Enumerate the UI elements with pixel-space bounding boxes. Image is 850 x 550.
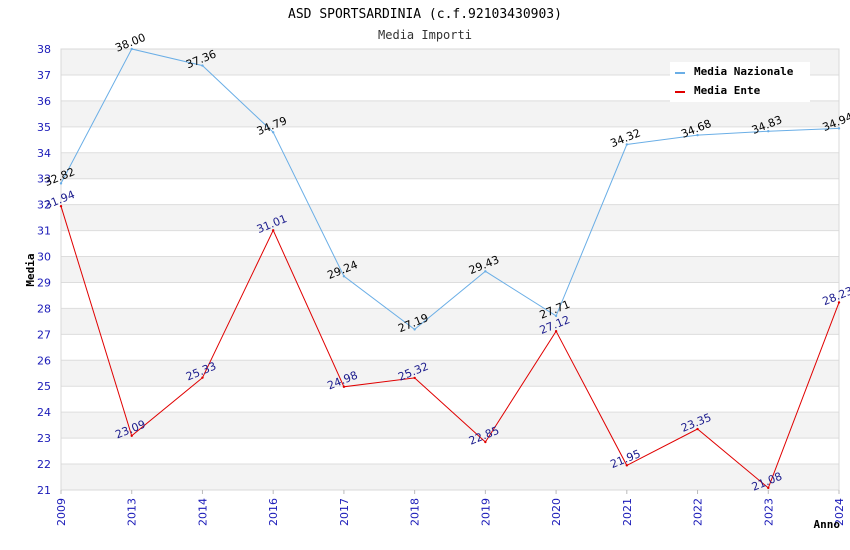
x-axis-ticks: 2009 2013 2014 2016 2017 2018 2019 2020 2021 2022… — [55, 490, 846, 526]
y-tick-label: 23 — [37, 432, 51, 445]
data-label: 32.82 — [43, 165, 77, 189]
y-tick-label: 30 — [37, 251, 51, 264]
data-point — [130, 434, 133, 437]
x-tick-label: 2013 — [126, 498, 139, 526]
y-tick-label: 29 — [37, 276, 51, 289]
y-tick-label: 35 — [37, 121, 51, 134]
data-point — [59, 182, 63, 185]
y-tick-label: 26 — [37, 354, 51, 367]
grid-band — [61, 412, 839, 439]
grid-bands — [61, 49, 839, 490]
x-axis-label: Anno — [814, 518, 841, 531]
legend: Media Nazionale Media Ente — [670, 62, 810, 102]
series-line-media-nazionale — [60, 48, 840, 331]
grid-band — [61, 204, 839, 231]
data-point — [271, 131, 275, 134]
y-tick-label: 21 — [37, 484, 51, 497]
y-tick-label: 36 — [37, 95, 51, 108]
x-tick-label: 2018 — [409, 498, 422, 526]
y-tick-label: 31 — [37, 225, 51, 238]
series-layer — [59, 47, 841, 490]
x-tick-label: 2009 — [55, 498, 68, 526]
data-point — [342, 275, 346, 278]
x-tick-label: 2024 — [833, 498, 846, 526]
data-point — [625, 143, 629, 146]
grid-band — [61, 464, 839, 490]
grid-band — [61, 100, 839, 127]
data-point — [59, 205, 63, 208]
chart-subtitle: Media Importi — [378, 28, 472, 42]
y-tick-label: 22 — [37, 458, 51, 471]
y-tick-label: 37 — [37, 69, 51, 82]
data-point — [484, 440, 487, 444]
plot-frame — [60, 48, 840, 491]
data-point — [767, 486, 770, 490]
legend-background — [670, 62, 810, 102]
y-tick-label: 28 — [37, 302, 51, 315]
y-tick-label: 38 — [37, 43, 51, 56]
y-tick-label: 24 — [37, 406, 51, 419]
x-tick-label: 2019 — [479, 498, 492, 526]
data-point — [130, 47, 133, 51]
data-point — [413, 328, 416, 331]
data-point — [554, 330, 558, 333]
grid-band — [61, 360, 839, 387]
grid-lines — [61, 48, 839, 491]
data-point — [837, 127, 841, 130]
data-point — [625, 464, 629, 467]
legend-label-media-ente: Media Ente — [694, 84, 761, 97]
x-tick-label: 2014 — [196, 498, 209, 526]
x-tick-label: 2023 — [762, 498, 775, 526]
y-tick-label: 32 — [37, 199, 51, 212]
chart-title: ASD SPORTSARDINIA (c.f.92103430903) — [288, 7, 562, 22]
data-point — [201, 64, 204, 67]
data-point — [696, 133, 699, 137]
x-tick-label: 2022 — [692, 498, 705, 526]
x-tick-label: 2017 — [338, 498, 351, 526]
data-point — [484, 270, 487, 273]
data-label: 28.23 — [821, 284, 850, 308]
x-tick-label: 2016 — [267, 498, 280, 526]
grid-band — [61, 256, 839, 283]
grid-band — [61, 308, 839, 335]
data-point — [201, 376, 204, 379]
legend-label-media-nazionale: Media Nazionale — [694, 65, 794, 78]
data-point — [342, 385, 346, 388]
grid-band — [61, 152, 839, 179]
y-tick-label: 27 — [37, 328, 51, 341]
data-point — [767, 130, 770, 133]
y-axis-label: Media — [24, 253, 37, 286]
data-point — [696, 427, 699, 431]
data-point — [271, 229, 275, 232]
x-tick-label: 2020 — [550, 498, 563, 526]
data-point — [413, 376, 416, 380]
y-tick-label: 34 — [37, 147, 51, 160]
y-axis-ticks: 21 22 23 24 25 26 27 28 29 30 31 32 33 34 35 36 37 38 — [37, 43, 51, 497]
data-point — [554, 314, 558, 318]
y-tick-label: 25 — [37, 380, 51, 393]
y-tick-label: 33 — [37, 173, 51, 186]
series-line-media-ente — [60, 206, 840, 489]
x-tick-label: 2021 — [621, 498, 634, 526]
data-point — [837, 301, 841, 304]
